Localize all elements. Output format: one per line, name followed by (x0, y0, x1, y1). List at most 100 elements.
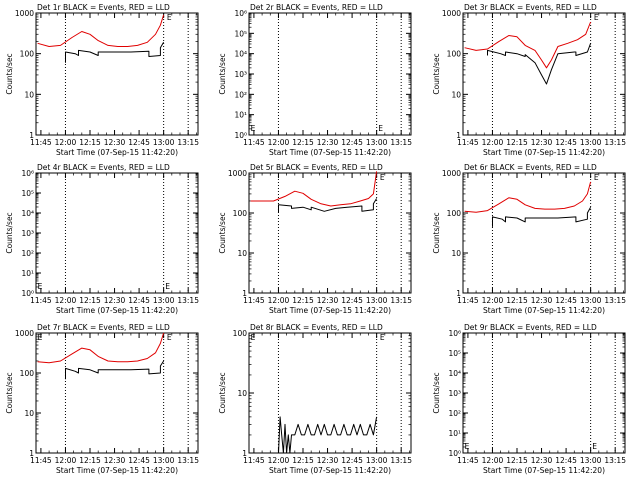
x-tick-label: 12:15 (506, 456, 528, 465)
x-tick-label: 13:15 (390, 138, 412, 147)
y-tick-label: 10 (24, 409, 34, 418)
y-tick-label: 100 (447, 50, 462, 59)
y-tick-label: 1000 (442, 169, 461, 178)
e-marker-label: E (594, 13, 599, 22)
series-events-line (65, 42, 165, 63)
y-tick-label: 10⁶ (448, 329, 461, 338)
x-tick-label: 13:00 (153, 296, 175, 305)
y-tick-label: 100 (20, 369, 35, 378)
panel-det-6r: Det 6r BLACK = Events, RED = LLD 1 10 100 10… (432, 163, 626, 315)
x-tick-label: 11:45 (243, 138, 265, 147)
e-marker-label: E (165, 282, 170, 291)
x-axis-label: Start Time (07-Sep-15 11:42:20) (269, 466, 391, 475)
x-tick-label: 12:15 (79, 456, 101, 465)
y-tick-label: 10³ (234, 70, 247, 79)
e-marker-label: E (465, 442, 470, 451)
x-tick-label: 12:45 (555, 138, 577, 147)
y-tick-label: 1000 (15, 9, 34, 18)
x-tick-label: 12:00 (55, 138, 77, 147)
y-tick-label: 10² (21, 249, 34, 258)
x-axis-label: Start Time (07-Sep-15 11:42:20) (56, 306, 178, 315)
panel-det-3r: Det 3r BLACK = Events, RED = LLD 1 10 100 10… (432, 3, 626, 157)
y-axis-label: Counts/sec (432, 372, 441, 413)
panel-det-1r: Det 1r BLACK = Events, RED = LLD 1 10 100 10… (5, 3, 199, 157)
series-lld-line (464, 21, 592, 69)
x-tick-label: 13:15 (177, 456, 199, 465)
e-marker-label: E (167, 333, 172, 342)
x-axis-label: Start Time (07-Sep-15 11:42:20) (269, 306, 391, 315)
x-tick-label: 13:15 (604, 296, 626, 305)
y-axis-label: Counts/sec (218, 53, 227, 94)
y-tick-label: 1000 (442, 9, 461, 18)
e-marker-label: E (251, 124, 256, 133)
y-axis-label: Counts/sec (218, 212, 227, 253)
plot-frame (462, 12, 626, 136)
y-tick-label: 10³ (21, 229, 34, 238)
x-tick-label: 12:00 (268, 296, 290, 305)
y-tick-label: 10² (448, 409, 461, 418)
plot-frame (462, 332, 626, 454)
panel-det-7r: Det 7r BLACK = Events, RED = LLD 1 10 100 10… (5, 323, 199, 475)
x-tick-label: 12:30 (531, 138, 553, 147)
x-tick-label: 13:00 (580, 296, 602, 305)
x-tick-label: 11:45 (457, 456, 479, 465)
x-tick-label: 13:15 (604, 456, 626, 465)
x-tick-label: 12:15 (292, 296, 314, 305)
y-tick-label: 10¹ (448, 429, 461, 438)
y-tick-label: 10¹ (21, 269, 34, 278)
x-tick-label: 12:00 (55, 296, 77, 305)
x-tick-label: 12:45 (128, 296, 150, 305)
y-axis-label: Counts/sec (432, 53, 441, 94)
panel-title: Det 2r BLACK = Events, RED = LLD (250, 3, 383, 12)
series-events-line (487, 43, 592, 85)
x-tick-label: 13:00 (366, 138, 388, 147)
panel-title: Det 5r BLACK = Events, RED = LLD (250, 163, 383, 172)
x-tick-label: 12:45 (128, 138, 150, 147)
series-lld-line (250, 171, 378, 207)
y-tick-label: 1 (29, 449, 34, 458)
x-tick-label: 12:45 (555, 456, 577, 465)
y-axis-label: Counts/sec (5, 212, 14, 253)
x-axis-label: Start Time (07-Sep-15 11:42:20) (56, 148, 178, 157)
x-tick-label: 12:45 (128, 456, 150, 465)
e-marker-label: E (592, 442, 597, 451)
y-tick-label: 10⁰ (448, 449, 461, 458)
x-tick-label: 12:15 (292, 456, 314, 465)
y-axis-label: Counts/sec (5, 372, 14, 413)
x-tick-label: 12:15 (79, 138, 101, 147)
plot-frame (248, 12, 412, 136)
x-tick-label: 12:30 (317, 138, 339, 147)
x-tick-label: 12:30 (104, 138, 126, 147)
x-tick-label: 13:00 (366, 456, 388, 465)
panel-title: Det 8r BLACK = Events, RED = LLD (250, 323, 383, 332)
y-tick-label: 100 (447, 209, 462, 218)
panel-title: Det 3r BLACK = Events, RED = LLD (464, 3, 597, 12)
panel-det-5r: Det 5r BLACK = Events, RED = LLD 1 10 100 10… (218, 163, 412, 315)
y-tick-label: 10⁵ (21, 189, 34, 198)
x-tick-label: 12:30 (317, 456, 339, 465)
x-tick-label: 12:00 (268, 138, 290, 147)
panel-det-4r: Det 4r BLACK = Events, RED = LLD 10⁰ 10¹ 10… (5, 163, 199, 315)
y-axis-label: Counts/sec (218, 372, 227, 413)
x-tick-label: 12:00 (482, 456, 504, 465)
y-tick-label: 10⁶ (234, 9, 247, 18)
y-tick-label: 10⁴ (21, 209, 34, 218)
x-tick-label: 12:00 (482, 296, 504, 305)
y-tick-label: 10³ (448, 389, 461, 398)
panel-det-8r: Det 8r BLACK = Events, RED = LLD 1 10 100 Co… (218, 323, 412, 475)
y-tick-label: 100 (233, 329, 248, 338)
x-tick-label: 12:15 (292, 138, 314, 147)
x-tick-label: 12:15 (79, 296, 101, 305)
x-axis-label: Start Time (07-Sep-15 11:42:20) (269, 148, 391, 157)
panel-title: Det 4r BLACK = Events, RED = LLD (37, 163, 170, 172)
x-tick-label: 12:45 (341, 296, 363, 305)
x-tick-label: 12:30 (531, 456, 553, 465)
x-tick-label: 13:15 (177, 138, 199, 147)
y-tick-label: 10 (237, 389, 247, 398)
x-tick-label: 12:00 (482, 138, 504, 147)
x-tick-label: 12:45 (341, 138, 363, 147)
x-axis-label: Start Time (07-Sep-15 11:42:20) (483, 148, 605, 157)
x-tick-label: 11:45 (243, 456, 265, 465)
y-tick-label: 10 (237, 249, 247, 258)
x-axis-label: Start Time (07-Sep-15 11:42:20) (483, 306, 605, 315)
